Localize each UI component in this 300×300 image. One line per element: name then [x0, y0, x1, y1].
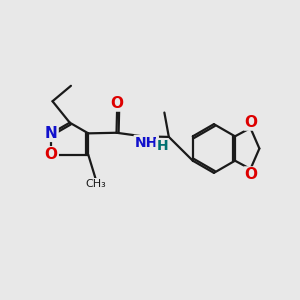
Text: O: O [45, 147, 58, 162]
Text: O: O [111, 95, 124, 110]
Text: O: O [244, 167, 258, 182]
Text: N: N [45, 126, 58, 141]
Text: O: O [244, 115, 258, 130]
Text: H: H [157, 140, 168, 153]
Text: NH: NH [135, 136, 158, 150]
Text: CH₃: CH₃ [85, 179, 106, 189]
